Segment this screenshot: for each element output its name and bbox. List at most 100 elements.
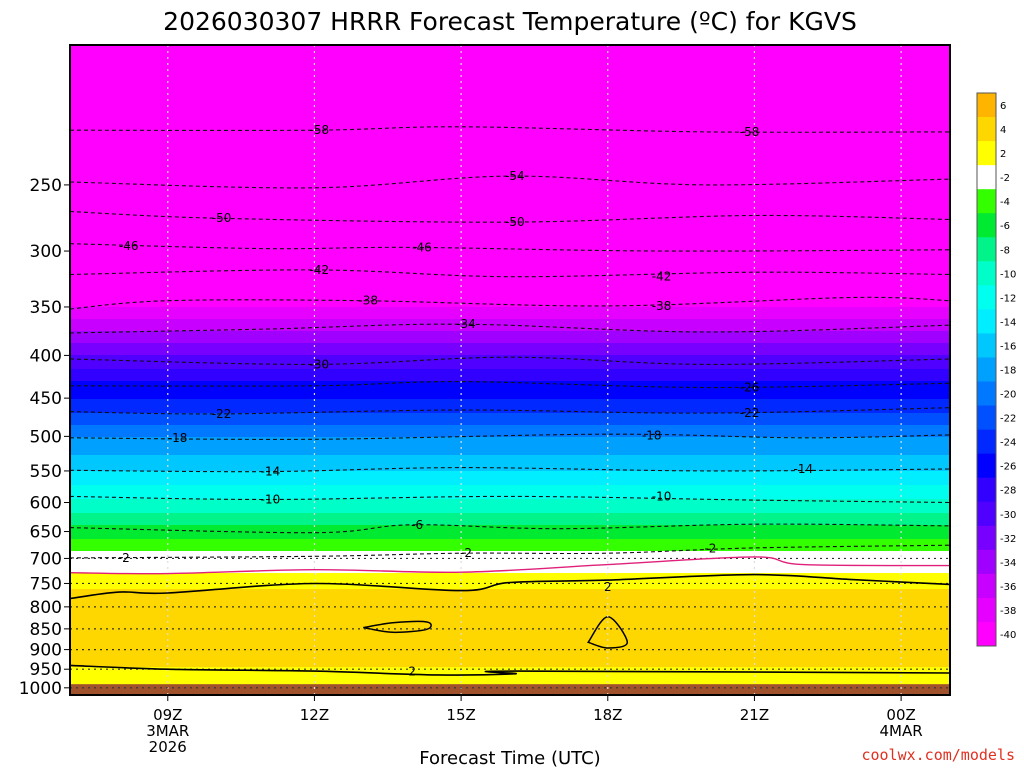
temp-band xyxy=(70,81,950,83)
temp-band xyxy=(70,339,950,341)
temp-band xyxy=(70,387,950,389)
isotherm-contour xyxy=(70,126,950,133)
temp-band xyxy=(70,113,950,115)
temp-band xyxy=(70,671,950,673)
temp-band xyxy=(70,391,950,393)
temp-band xyxy=(70,103,950,105)
temp-band xyxy=(70,579,950,581)
temp-band xyxy=(70,265,950,267)
temp-band xyxy=(70,551,950,553)
temp-band xyxy=(70,659,950,661)
temp-band xyxy=(70,633,950,635)
temp-band xyxy=(70,351,950,353)
colorbar-swatch xyxy=(977,477,996,503)
temp-band xyxy=(70,199,950,201)
temp-band xyxy=(70,335,950,337)
temp-band xyxy=(70,327,950,329)
temp-band xyxy=(70,147,950,149)
colorbar-frame xyxy=(976,92,997,647)
temp-band xyxy=(70,269,950,271)
y-tick-label: 800 xyxy=(30,598,62,618)
colorbar-label: -36 xyxy=(1000,582,1016,593)
colorbar-swatch xyxy=(977,261,996,286)
temp-band xyxy=(70,309,950,311)
colorbar-label: -2 xyxy=(1000,173,1010,184)
temp-band xyxy=(70,557,950,559)
temp-band xyxy=(70,397,950,399)
colorbar-label: 6 xyxy=(1000,101,1006,112)
temp-band xyxy=(70,321,950,323)
temp-band xyxy=(70,297,950,299)
freezing-line xyxy=(70,556,950,575)
colorbar-label: -32 xyxy=(1000,534,1016,545)
temp-band xyxy=(70,561,950,563)
temp-band xyxy=(70,591,950,593)
temp-band xyxy=(70,459,950,461)
isotherm-contour xyxy=(70,495,950,504)
temp-band xyxy=(70,285,950,287)
temp-band xyxy=(70,425,950,427)
temp-band xyxy=(70,359,950,361)
temp-band xyxy=(70,47,950,49)
temp-band xyxy=(70,223,950,225)
temp-band xyxy=(70,601,950,603)
temp-band xyxy=(70,311,950,313)
temp-band xyxy=(70,355,950,357)
colorbar-swatch xyxy=(977,621,996,647)
temp-band xyxy=(70,143,950,145)
temp-band xyxy=(70,283,950,285)
contour-label: 2 xyxy=(408,664,416,678)
x-tick-label: 00Z xyxy=(886,706,915,724)
temp-band xyxy=(70,473,950,475)
temp-band xyxy=(70,307,950,309)
colorbar-label: -6 xyxy=(1000,221,1010,232)
colorbar-label: -18 xyxy=(1000,366,1016,377)
isotherm-contour xyxy=(70,523,950,534)
colorbar-swatch xyxy=(977,453,996,479)
temp-band xyxy=(70,401,950,403)
x-tick-label: 12Z xyxy=(300,706,329,724)
x-tick-label: 09Z xyxy=(153,706,182,724)
temp-band xyxy=(70,83,950,85)
temp-band xyxy=(70,53,950,55)
temp-band xyxy=(70,663,950,665)
temp-band xyxy=(70,379,950,381)
temp-band xyxy=(70,263,950,265)
temp-band xyxy=(70,203,950,205)
temp-band xyxy=(70,205,950,207)
temp-band xyxy=(70,553,950,555)
colorbar-swatch xyxy=(977,93,996,118)
temp-band xyxy=(70,279,950,281)
temp-band xyxy=(70,547,950,549)
temp-band xyxy=(70,637,950,639)
temp-band xyxy=(70,529,950,531)
temp-band xyxy=(70,535,950,537)
credit-text[interactable]: coolwx.com/models xyxy=(861,746,1015,764)
temp-band xyxy=(70,109,950,111)
temp-band xyxy=(70,471,950,473)
temp-band xyxy=(70,155,950,157)
y-tick-label: 750 xyxy=(30,574,62,594)
temp-band xyxy=(70,435,950,437)
temp-band xyxy=(70,287,950,289)
temp-band xyxy=(70,611,950,613)
temp-band xyxy=(70,121,950,123)
colorbar-label: 2 xyxy=(1000,149,1006,160)
x-tick-label: 21Z xyxy=(740,706,769,724)
y-tick-label: 900 xyxy=(30,641,62,661)
temp-band xyxy=(70,89,950,91)
temp-band xyxy=(70,625,950,627)
temp-band xyxy=(70,185,950,187)
temp-band xyxy=(70,163,950,165)
temp-band xyxy=(70,605,950,607)
temp-band xyxy=(70,427,950,429)
temp-band xyxy=(70,477,950,479)
temp-band xyxy=(70,583,950,585)
temp-band xyxy=(70,331,950,333)
colorbar-label: -8 xyxy=(1000,245,1010,256)
contour-label: -34 xyxy=(456,317,476,331)
contour-label: -22 xyxy=(212,407,232,421)
temp-band xyxy=(70,517,950,519)
temp-band xyxy=(70,181,950,183)
temp-band xyxy=(70,305,950,307)
